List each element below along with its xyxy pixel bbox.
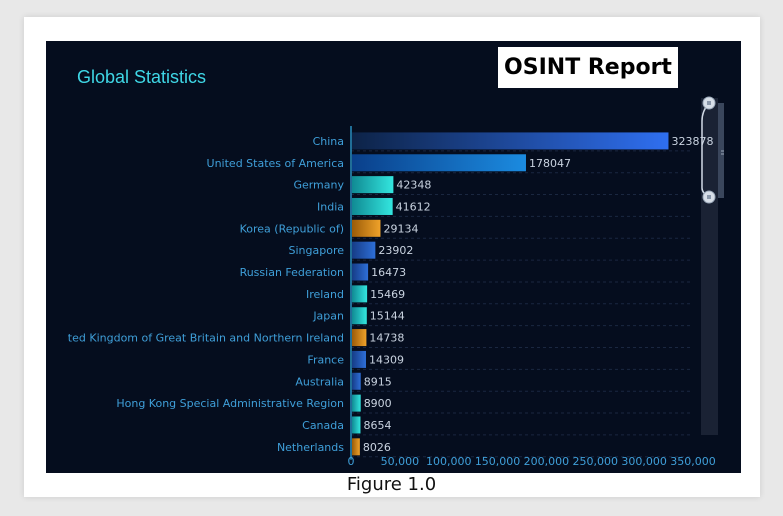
bar bbox=[352, 350, 366, 368]
bar-chart: China 323878 United States of America 17804… bbox=[68, 96, 724, 468]
chart-panel: Global Statistics OSINT Report bbox=[46, 41, 741, 473]
data-label: 23902 bbox=[378, 244, 413, 257]
bar bbox=[352, 416, 361, 434]
data-label: 41612 bbox=[396, 200, 431, 213]
x-tick-label: 0 bbox=[348, 455, 355, 468]
bar bbox=[352, 307, 367, 325]
category-label: Australia bbox=[295, 375, 344, 388]
data-label: 8026 bbox=[363, 441, 391, 454]
x-tick-label: 350,000 bbox=[670, 455, 716, 468]
category-label: Korea (Republic of) bbox=[240, 222, 344, 235]
data-label: 8900 bbox=[364, 397, 392, 410]
category-label: Singapore bbox=[289, 244, 345, 257]
bar bbox=[352, 132, 669, 150]
bar bbox=[352, 372, 361, 390]
chart-title: Global Statistics bbox=[77, 67, 207, 87]
data-label: 178047 bbox=[529, 157, 571, 170]
data-zoom-outline bbox=[701, 102, 710, 198]
handle-grip bbox=[707, 101, 711, 105]
x-tick-label: 150,000 bbox=[475, 455, 520, 468]
data-label: 16473 bbox=[371, 266, 406, 279]
bar bbox=[352, 438, 360, 456]
category-label: Ireland bbox=[306, 288, 344, 301]
x-tick-label: 100,000 bbox=[426, 455, 472, 468]
x-tick-label: 200,000 bbox=[524, 455, 570, 468]
data-label: 8654 bbox=[363, 419, 391, 432]
category-label: Canada bbox=[302, 419, 344, 432]
data-label: 15144 bbox=[370, 310, 405, 323]
category-label: Russian Federation bbox=[240, 266, 344, 279]
category-label: United States of America bbox=[207, 157, 344, 170]
data-label: 14309 bbox=[369, 353, 404, 366]
bar bbox=[352, 263, 369, 281]
bar bbox=[352, 329, 367, 347]
figure-caption: Figure 1.0 bbox=[346, 474, 437, 495]
category-label: Hong Kong Special Administrative Region bbox=[116, 397, 344, 410]
bar bbox=[352, 285, 368, 303]
bar bbox=[352, 219, 381, 237]
category-label: Germany bbox=[293, 179, 344, 192]
x-tick-label: 50,000 bbox=[381, 455, 420, 468]
data-label: 42348 bbox=[396, 179, 431, 192]
bar bbox=[352, 394, 361, 412]
bar bbox=[352, 241, 376, 259]
handle-grip bbox=[707, 195, 711, 199]
category-label: India bbox=[317, 200, 344, 213]
data-label: 15469 bbox=[370, 288, 405, 301]
category-label: Netherlands bbox=[277, 441, 344, 454]
data-label: 323878 bbox=[671, 135, 713, 148]
bar bbox=[352, 154, 526, 172]
x-tick-label: 300,000 bbox=[621, 455, 667, 468]
bar bbox=[352, 197, 393, 215]
data-label: 14738 bbox=[369, 332, 404, 345]
category-label: France bbox=[307, 353, 344, 366]
data-label: 8915 bbox=[364, 375, 392, 388]
data-label: 29134 bbox=[383, 222, 418, 235]
x-tick-label: 250,000 bbox=[573, 455, 619, 468]
category-label: China bbox=[313, 135, 344, 148]
category-label: Japan bbox=[312, 310, 344, 323]
bar bbox=[352, 176, 394, 194]
category-label: ted Kingdom of Great Britain and Norther… bbox=[68, 332, 344, 345]
report-badge: OSINT Report bbox=[498, 47, 678, 88]
data-zoom-track[interactable] bbox=[701, 98, 718, 435]
